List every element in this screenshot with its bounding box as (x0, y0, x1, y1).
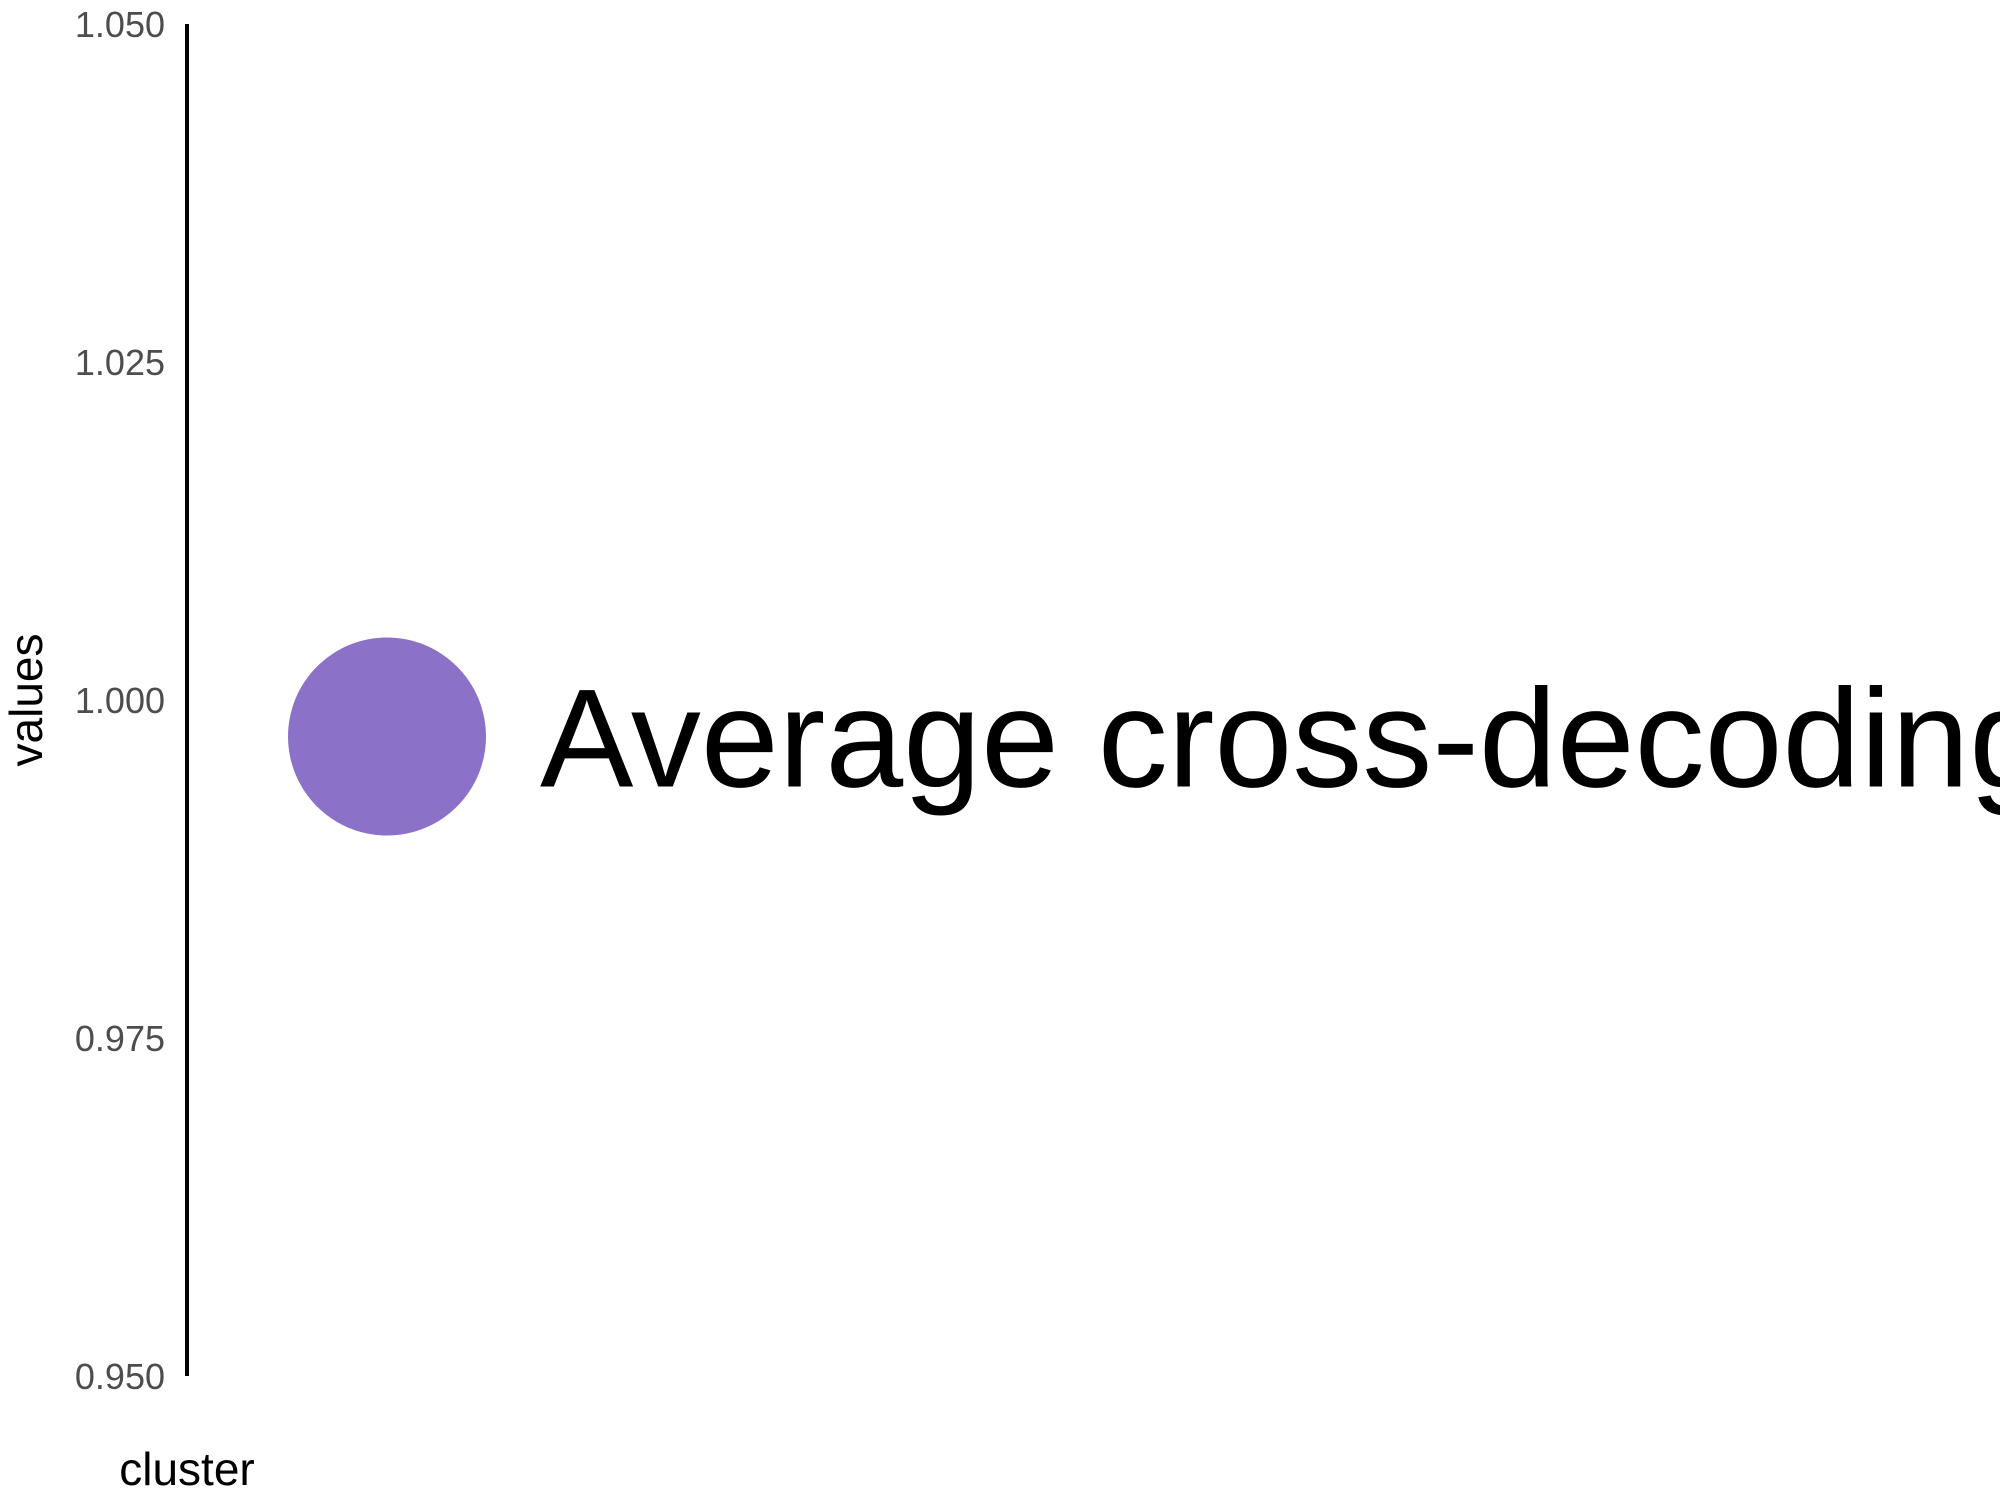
y-tick-label: 0.950 (75, 1356, 165, 1397)
data-points: Average cross-decoding (288, 637, 2000, 836)
y-tick-label: 0.975 (75, 1018, 165, 1059)
y-axis-title: values (0, 634, 52, 767)
x-axis-title: cluster (119, 1443, 254, 1495)
y-tick-label: 1.050 (75, 4, 165, 45)
y-tick-labels: 0.950 0.975 1.000 1.025 1.050 (75, 4, 165, 1397)
y-tick-label: 1.000 (75, 680, 165, 721)
data-point (288, 637, 486, 836)
y-axis: 0.950 0.975 1.000 1.025 1.050 (75, 4, 189, 1397)
data-point-label: Average cross-decoding (540, 660, 2000, 817)
y-tick-label: 1.025 (75, 342, 165, 383)
